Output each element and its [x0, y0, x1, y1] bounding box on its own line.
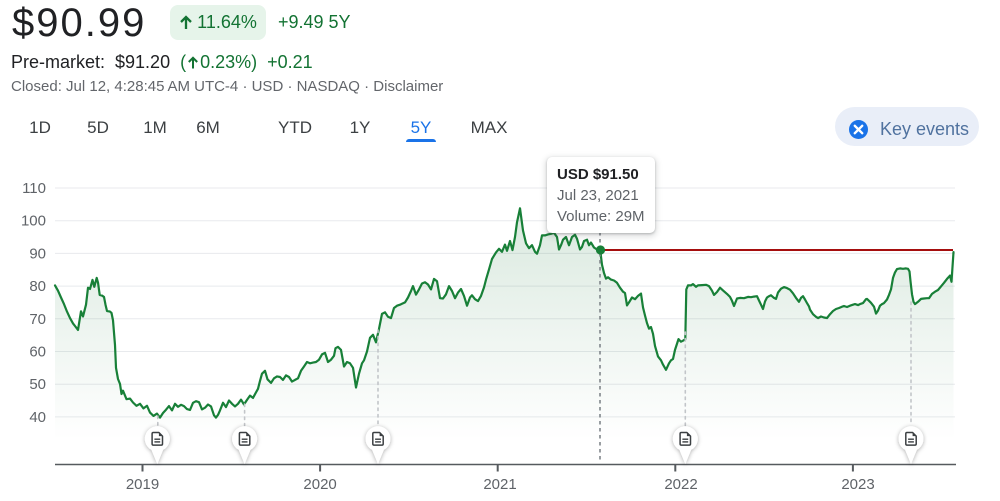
svg-text:70: 70 — [29, 311, 46, 328]
svg-text:2019: 2019 — [126, 476, 159, 493]
svg-text:60: 60 — [29, 344, 46, 361]
svg-text:80: 80 — [29, 278, 46, 295]
svg-text:50: 50 — [29, 376, 46, 393]
svg-text:2023: 2023 — [841, 476, 874, 493]
svg-text:2022: 2022 — [664, 476, 697, 493]
svg-text:2020: 2020 — [303, 476, 336, 493]
svg-text:90: 90 — [29, 245, 46, 262]
svg-text:2021: 2021 — [483, 476, 516, 493]
svg-text:100: 100 — [21, 213, 46, 230]
svg-text:40: 40 — [29, 409, 46, 426]
svg-text:110: 110 — [22, 180, 46, 197]
